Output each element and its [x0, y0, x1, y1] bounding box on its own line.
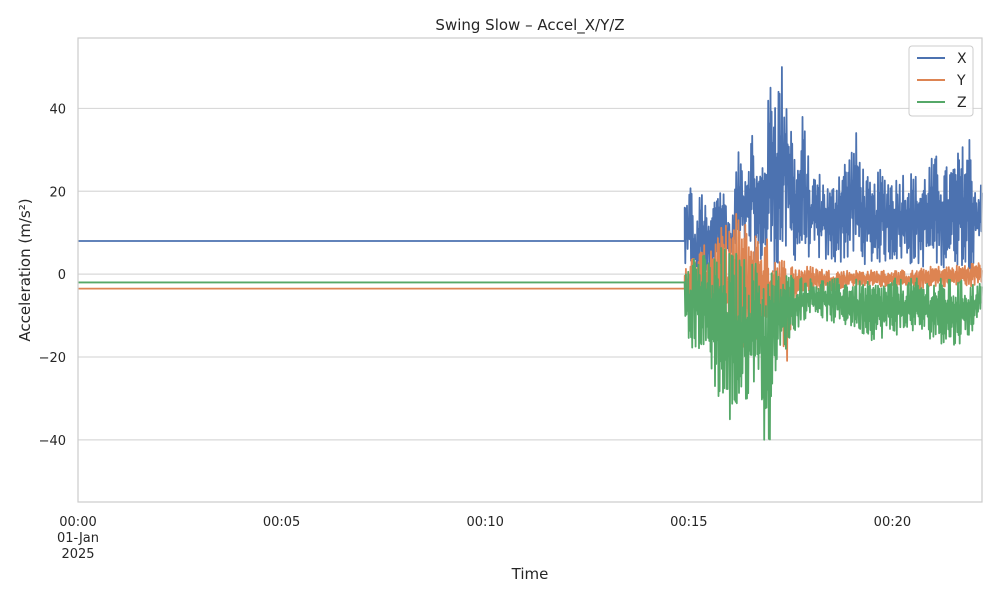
x-axis-label: Time	[511, 565, 549, 583]
y-tick-label: 40	[49, 102, 66, 117]
x-tick-label: 00:10	[466, 515, 503, 530]
legend-label-y: Y	[956, 73, 966, 89]
series-group	[78, 66, 983, 441]
y-tick-label: 20	[49, 185, 66, 200]
x-tick-label: 00:05	[263, 515, 300, 530]
y-tick-labels: 40 20 0 −20 −40	[39, 102, 66, 448]
y-tick-label: 0	[58, 268, 66, 283]
y-tick-label: −20	[39, 351, 66, 366]
legend-label-x: X	[957, 51, 967, 67]
chart-title: Swing Slow – Accel_X/Y/Z	[435, 16, 624, 35]
series-line-z	[78, 247, 983, 441]
legend: XYZ	[908, 45, 974, 117]
y-axis-label: Acceleration (m/s²)	[16, 198, 34, 341]
grid-lines	[78, 107, 982, 441]
y-tick-label: −40	[39, 434, 66, 449]
plot-frame	[77, 37, 983, 503]
x-tick-sublabel-year: 2025	[61, 547, 94, 562]
x-tick-label: 00:00	[59, 515, 96, 530]
x-tick-label: 00:15	[670, 515, 707, 530]
x-tick-sublabel: 01-Jan	[57, 531, 99, 546]
x-tick-label: 00:20	[874, 515, 911, 530]
legend-label-z: Z	[957, 95, 967, 111]
